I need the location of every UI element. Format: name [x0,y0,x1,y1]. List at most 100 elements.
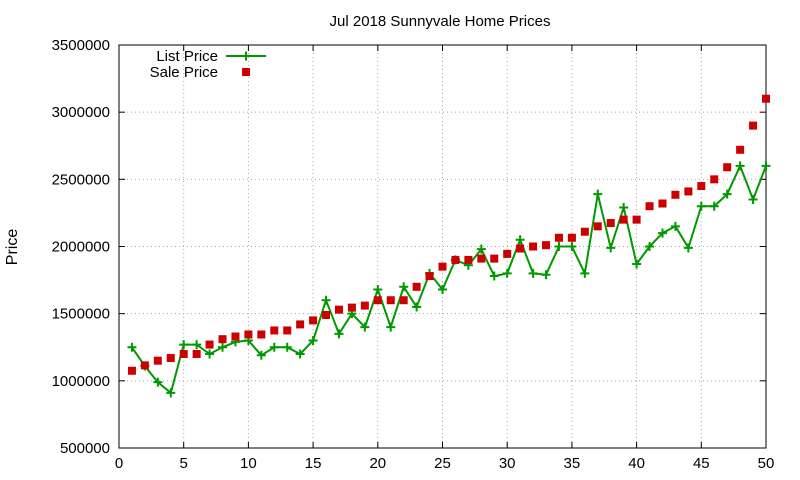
list-price-point [515,235,525,245]
y-axis-label: Price [4,229,21,266]
x-tick-label: 25 [434,455,451,472]
x-tick-label: 50 [758,455,775,472]
list-price-point [256,350,266,360]
sale-price-point [283,326,292,335]
sale-price-point [619,215,628,224]
x-tick-label: 10 [240,455,257,472]
list-price-point [632,259,642,269]
sale-price-point [554,233,563,242]
list-price-line [131,163,767,395]
list-price-point [645,242,655,251]
list-price-point [218,342,228,352]
sale-price-point [684,187,693,196]
sale-price-point [231,332,240,341]
y-tick-label: 500000 [60,440,110,457]
list-price-point [606,243,616,253]
legend-label: List Price [156,48,218,65]
sale-price-point [166,353,175,362]
sale-price-point [270,326,279,335]
sale-price-point [464,255,473,264]
list-price-point [748,194,758,204]
sale-price-point [580,227,589,236]
sale-price-point [218,335,227,344]
list-price-point [619,203,629,213]
sale-price-point [179,349,188,358]
series-sale-price [127,94,770,375]
list-price-point [528,268,538,278]
list-price-point [567,242,577,251]
sale-price-point [710,175,719,184]
sale-price-point [322,311,331,320]
sale-price-point [192,349,201,358]
y-tick-label: 2000000 [52,239,110,256]
list-price-point [722,189,732,199]
list-price-point [502,268,512,278]
list-price-point [657,228,667,238]
list-price-point [554,242,564,251]
list-price-point [580,268,590,278]
sale-price-point [645,202,654,211]
sale-price-point [529,242,538,251]
legend-plus-swatch [241,51,251,61]
sale-price-point [762,94,770,103]
list-price-point [386,322,396,332]
y-tick-label: 3500000 [52,37,110,54]
sale-price-point [490,254,499,263]
sale-price-point [140,361,149,370]
list-price-point [192,340,202,350]
x-tick-label: 20 [369,455,386,472]
x-tick-label: 0 [115,455,123,472]
sale-price-point [334,305,343,314]
sale-price-point [360,301,369,310]
sale-price-point [347,303,356,312]
y-tick-label: 3000000 [52,104,110,121]
plot-frame [118,44,767,449]
list-price-point [166,388,176,398]
list-price-point [489,271,499,281]
sale-price-point [736,145,745,154]
axis-ticks: 0 5 10 15 20 25 30 35 40 45 50 500000 1000000 1500000… [52,37,775,472]
list-price-point [735,161,745,171]
list-price-point [476,244,486,254]
list-price-point [127,342,137,352]
x-tick-label: 45 [693,455,710,472]
list-price-point [438,284,447,294]
sale-price-point [516,244,525,253]
sale-price-point [477,254,486,263]
x-tick-label: 40 [628,455,645,472]
list-price-point [269,342,279,352]
sale-price-point [606,218,615,227]
sale-price-point [412,282,421,291]
x-tick-label: 30 [499,455,516,472]
sale-price-point [503,249,512,258]
list-price-point [334,329,344,339]
y-tick-label: 2500000 [52,171,110,188]
sale-price-point [632,215,641,224]
sale-price-point [671,190,680,199]
sale-price-point [127,366,136,375]
y-tick-label: 1500000 [52,306,110,323]
series-list-price [127,161,771,398]
list-price-point [761,161,771,171]
sale-price-point [386,296,395,305]
list-price-point [412,302,422,312]
sale-price-point [658,199,667,208]
sale-price-point [542,241,551,250]
sale-price-point [425,272,434,281]
list-price-point [593,189,603,199]
sale-price-point [257,330,266,339]
sale-price-point [749,121,758,130]
y-tick-label: 1000000 [52,373,110,390]
list-price-point [696,201,706,211]
series-layer [127,94,771,398]
legend-label: Sale Price [150,64,218,81]
sale-price-point [697,182,706,191]
sale-price-point [205,340,214,349]
list-price-point [179,340,189,350]
list-price-point [541,270,551,280]
sale-price-point [438,262,447,271]
list-price-point [321,295,331,305]
sale-price-point [451,255,460,264]
sale-price-point [373,296,382,305]
